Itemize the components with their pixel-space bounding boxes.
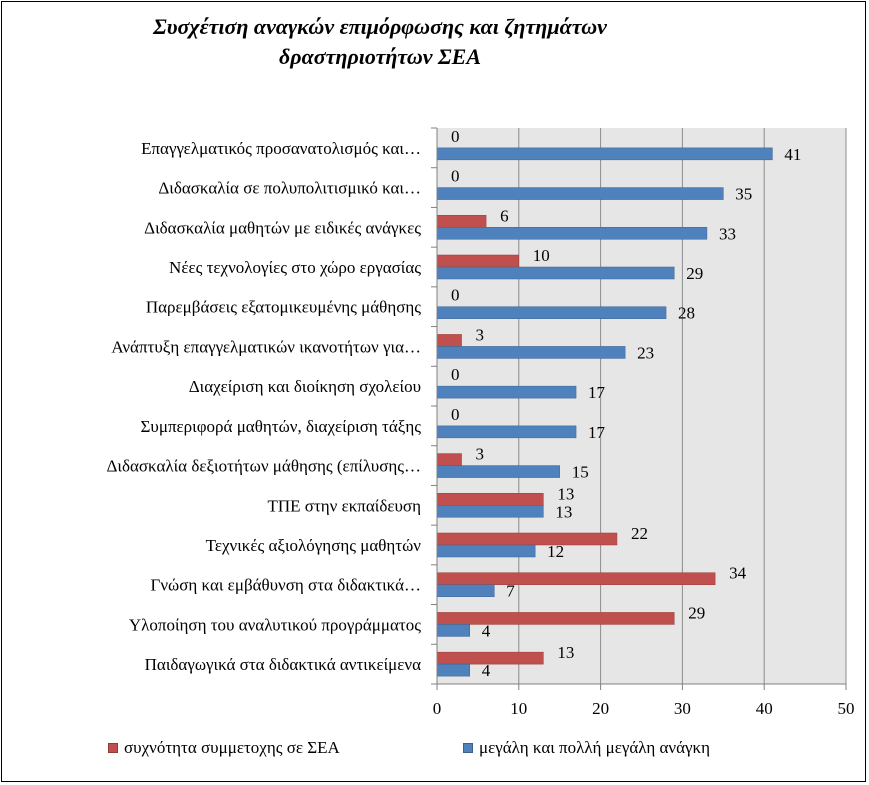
value-label-need: 13 bbox=[555, 502, 572, 521]
value-label-need: 33 bbox=[719, 224, 736, 243]
value-label-participation: 34 bbox=[729, 564, 747, 583]
bar-participation bbox=[436, 572, 716, 585]
x-tick-label: 30 bbox=[674, 699, 691, 718]
category-label: Ανάπτυξη επαγγελματικών ικανοτήτων για… bbox=[111, 337, 421, 356]
bar-need bbox=[436, 346, 626, 359]
value-label-participation: 10 bbox=[533, 246, 550, 265]
grid-lines bbox=[518, 128, 847, 684]
value-label-need: 23 bbox=[637, 343, 654, 362]
value-label-participation: 0 bbox=[451, 365, 460, 384]
legend-label-need: μεγάλη και πολλή μεγάλη ανάγκη bbox=[479, 738, 710, 757]
value-label-participation: 22 bbox=[631, 524, 648, 543]
chart-title-line-1: Συσχέτιση αναγκών επιμόρφωσης και ζητημά… bbox=[153, 14, 607, 39]
category-label: Γνώση και εμβάθυνση στα διδακτικά… bbox=[151, 576, 421, 595]
value-label-need: 4 bbox=[482, 661, 491, 680]
legend: συχνότητα συμμετοχης σε ΣΕΑ μεγάλη και π… bbox=[0, 738, 869, 762]
bar-participation bbox=[436, 334, 462, 347]
bar-need bbox=[436, 544, 536, 558]
legend-label-participation: συχνότητα συμμετοχης σε ΣΕΑ bbox=[124, 738, 340, 757]
bar-participation bbox=[436, 215, 487, 228]
bar-participation bbox=[436, 493, 544, 506]
value-label-participation: 3 bbox=[476, 325, 485, 344]
category-label: Νέες τεχνολογίες στο χώρο εργασίας bbox=[169, 258, 421, 277]
category-label: Παιδαγωγικά στα διδακτικά αντικείμενα bbox=[145, 655, 421, 674]
value-label-participation: 0 bbox=[451, 127, 460, 146]
bar-participation bbox=[436, 532, 618, 546]
value-label-need: 12 bbox=[547, 542, 564, 561]
bar-need bbox=[436, 505, 544, 518]
category-label: Διδασκαλία δεξιοτήτων μάθησης (επίλυσης… bbox=[106, 457, 421, 476]
value-label-need: 4 bbox=[482, 621, 491, 640]
value-label-need: 35 bbox=[735, 185, 752, 204]
bar-need bbox=[436, 187, 724, 200]
value-label-need: 17 bbox=[588, 423, 606, 442]
bar-need bbox=[436, 624, 470, 637]
value-label-need: 29 bbox=[686, 264, 703, 283]
value-label-need: 17 bbox=[588, 383, 606, 402]
category-label: Διαχείριση και διοίκηση σχολείου bbox=[189, 377, 421, 396]
bar-need bbox=[436, 465, 560, 478]
value-label-participation: 0 bbox=[451, 405, 460, 424]
bar-need bbox=[436, 306, 667, 319]
x-tick-label: 10 bbox=[510, 699, 527, 718]
bar-participation bbox=[436, 453, 462, 466]
category-labels: Επαγγελματικός προσανατολισμός και… Διδασ… bbox=[106, 139, 421, 674]
category-label: Υλοποίηση του αναλυτικού προγράμματος bbox=[129, 615, 421, 634]
category-label: Παρεμβάσεις εξατομικευμένης μάθησης bbox=[146, 298, 421, 317]
plot-area bbox=[437, 128, 846, 684]
category-label: Συμπεριφορά μαθητών, διαχείριση τάξης bbox=[141, 417, 422, 436]
bar-need bbox=[436, 663, 470, 677]
category-label: Τεχνικές αξιολόγησης μαθητών bbox=[206, 536, 422, 555]
chart-title-line-2: δραστηριοτήτων ΣΕΑ bbox=[278, 44, 482, 69]
chart-title: Συσχέτιση αναγκών επιμόρφωσης και ζητημά… bbox=[60, 12, 700, 72]
legend-item-participation: συχνότητα συμμετοχης σε ΣΕΑ bbox=[108, 738, 340, 758]
x-tick-label: 20 bbox=[592, 699, 609, 718]
value-label-need: 28 bbox=[678, 304, 695, 323]
value-label-participation: 13 bbox=[557, 484, 574, 503]
x-tick-label: 50 bbox=[838, 699, 855, 718]
bar-need bbox=[436, 385, 577, 399]
bar-need bbox=[436, 227, 708, 240]
legend-swatch-red bbox=[108, 743, 118, 753]
value-labels: 0410356331029028323017017315131322123472… bbox=[451, 127, 801, 680]
value-label-need: 15 bbox=[572, 463, 589, 482]
value-label-participation: 0 bbox=[451, 286, 460, 305]
axes bbox=[431, 127, 847, 690]
category-label: Διδασκαλία μαθητών με ειδικές ανάγκες bbox=[144, 218, 421, 237]
value-label-need: 7 bbox=[506, 582, 515, 601]
category-label: Διδασκαλία σε πολυπολιτισμικό και… bbox=[158, 179, 421, 198]
value-label-need: 41 bbox=[784, 145, 801, 164]
value-label-participation: 13 bbox=[557, 643, 574, 662]
bar-participation bbox=[436, 612, 675, 625]
value-label-participation: 3 bbox=[476, 445, 485, 464]
value-label-participation: 29 bbox=[688, 603, 705, 622]
legend-swatch-blue bbox=[463, 743, 473, 753]
x-tick-label: 40 bbox=[756, 699, 773, 718]
legend-item-need: μεγάλη και πολλή μεγάλη ανάγκη bbox=[463, 738, 710, 758]
category-label: Επαγγελματικός προσανατολισμός και… bbox=[141, 139, 421, 158]
bar-need bbox=[436, 584, 495, 597]
category-label: ΤΠΕ στην εκπαίδευση bbox=[267, 496, 421, 515]
value-label-participation: 0 bbox=[451, 167, 460, 186]
x-tick-label: 0 bbox=[433, 699, 442, 718]
bar-need bbox=[436, 147, 773, 161]
bar-need bbox=[436, 266, 675, 280]
bars bbox=[436, 147, 773, 677]
bar-need bbox=[436, 425, 577, 439]
value-label-participation: 6 bbox=[500, 206, 509, 225]
x-tick-labels: 0 10 20 30 40 50 bbox=[433, 699, 855, 718]
bar-participation bbox=[436, 254, 520, 268]
